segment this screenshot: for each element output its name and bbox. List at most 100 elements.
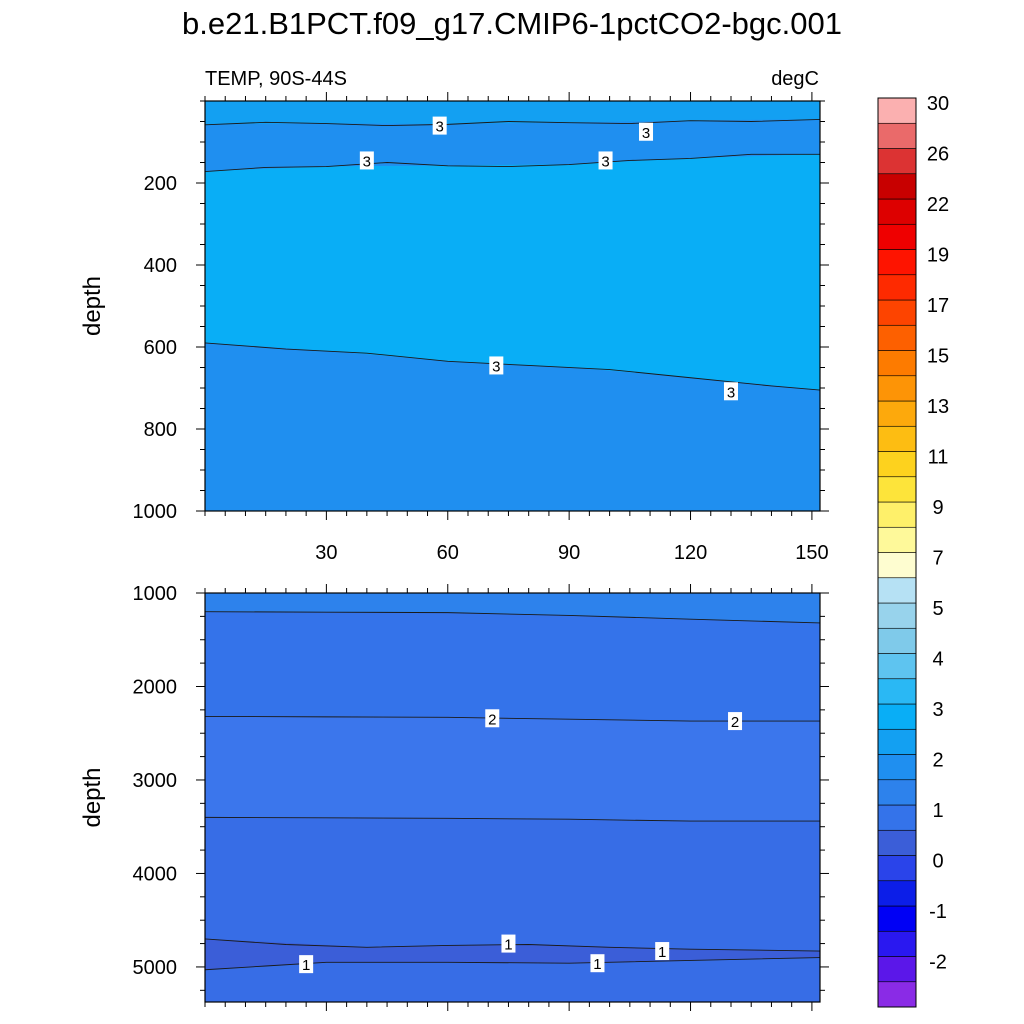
colorbar-swatch — [877, 400, 917, 427]
contour-label-box — [299, 955, 314, 974]
y-tick-label: 5000 — [133, 957, 178, 979]
contour-label-box — [728, 712, 743, 731]
colorbar-label: 9 — [932, 497, 943, 519]
colorbar-swatch — [877, 350, 917, 377]
colorbar-swatch — [877, 198, 917, 225]
y-tick-label: 400 — [144, 255, 177, 277]
colorbar-swatch — [877, 501, 917, 528]
contour-label: 2 — [488, 711, 496, 728]
colorbar-swatch — [877, 173, 917, 200]
colorbar-label: 19 — [927, 245, 949, 267]
colorbar-label: 7 — [932, 548, 943, 570]
panel-upper: 3 3 3 3 3 3 30 60 90 120 150 200 400 600 800 1000 depth T… — [79, 68, 829, 564]
contour-line — [205, 938, 820, 952]
contour-label: 2 — [731, 714, 739, 731]
colorbar-frame — [877, 97, 917, 1008]
colorbar-swatch — [877, 754, 917, 781]
contour-label-box — [639, 122, 654, 141]
y-axis-label: depth — [79, 276, 106, 336]
y-tick-label: 200 — [144, 173, 177, 195]
colorbar-swatch — [877, 425, 917, 452]
colorbar-label: -2 — [929, 952, 947, 974]
y-tick-label: 600 — [144, 337, 177, 359]
colorbar-swatch — [877, 148, 917, 175]
colorbar-label: 30 — [927, 93, 949, 115]
x-tick-label: 90 — [558, 542, 580, 564]
colorbar-swatch — [877, 829, 917, 856]
colorbar-swatch — [877, 375, 917, 402]
panel-lower: 2 2 1 1 1 1 1000 2000 3000 4000 5000 depth — [79, 583, 829, 1011]
colorbar: -2 -1 0 1 2 3 4 5 7 9 11 13 15 17 19 22 26 30 — [877, 93, 949, 1008]
colorbar-swatch — [877, 728, 917, 755]
colorbar-swatch — [877, 855, 917, 882]
colorbar-swatch — [877, 526, 917, 553]
plot-panels: 3 3 3 3 3 3 30 60 90 120 150 200 400 600 800 1000 depth T… — [79, 68, 829, 1011]
colorbar-swatch — [877, 249, 917, 276]
chart-title: b.e21.B1PCT.f09_g17.CMIP6-1pctCO2-bgc.00… — [182, 6, 842, 41]
contour-fill-region — [205, 716, 820, 822]
contour-fill-region — [205, 817, 820, 952]
panel-right-label: degC — [771, 68, 819, 90]
colorbar-swatch — [877, 703, 917, 730]
contour-line — [205, 957, 820, 971]
contour-line — [205, 816, 820, 822]
y-tick-label: 4000 — [133, 863, 178, 885]
contour-label: 3 — [363, 153, 371, 170]
colorbar-swatch — [877, 602, 917, 629]
colorbar-swatch — [877, 956, 917, 983]
colorbar-label: 3 — [932, 699, 943, 721]
colorbar-label: 2 — [932, 750, 943, 772]
panel-left-label: TEMP, 90S-44S — [205, 68, 347, 90]
colorbar-swatch — [877, 627, 917, 654]
colorbar-label: 4 — [932, 649, 943, 671]
colorbar-swatch — [877, 552, 917, 579]
contour-label-box — [723, 382, 738, 401]
colorbar-swatch — [877, 476, 917, 503]
contour-label: 3 — [601, 153, 609, 170]
colorbar-label: -1 — [929, 901, 947, 923]
colorbar-swatch — [877, 678, 917, 705]
y-tick-label: 2000 — [133, 676, 178, 698]
colorbar-swatch — [877, 299, 917, 326]
contour-label-box — [598, 151, 613, 170]
colorbar-swatch — [877, 223, 917, 250]
colorbar-label: 11 — [928, 447, 949, 469]
contour-label-box — [432, 116, 447, 135]
contour-label-box — [359, 151, 374, 170]
colorbar-swatch — [877, 905, 917, 932]
contour-line — [205, 611, 820, 624]
contour-label: 3 — [492, 358, 500, 375]
contour-label-box — [590, 954, 605, 973]
y-tick-label: 1000 — [133, 501, 178, 523]
colorbar-label: 26 — [927, 144, 949, 166]
x-tick-label: 150 — [795, 542, 828, 564]
y-axis-label: depth — [79, 767, 106, 827]
contour-label-box — [489, 356, 504, 375]
colorbar-swatch — [877, 930, 917, 957]
colorbar-swatch — [877, 653, 917, 680]
colorbar-swatch — [877, 981, 917, 1008]
y-tick-label: 800 — [144, 419, 177, 441]
contour-label-box — [485, 709, 500, 728]
y-tick-label: 1000 — [133, 583, 178, 605]
colorbar-label: 1 — [932, 800, 943, 822]
x-tick-label: 30 — [315, 542, 337, 564]
colorbar-label: 15 — [927, 346, 949, 368]
colorbar-swatch — [877, 880, 917, 907]
contour-label: 3 — [435, 119, 443, 136]
colorbar-swatch — [877, 804, 917, 831]
contour-fill-region — [205, 611, 820, 722]
contour-label: 3 — [727, 384, 735, 401]
contour-line — [205, 715, 820, 722]
contour-label-box — [655, 942, 670, 961]
colorbar-swatch — [877, 122, 917, 149]
y-tick-label: 3000 — [133, 770, 178, 792]
x-tick-label: 60 — [437, 542, 459, 564]
x-tick-label: 120 — [674, 542, 707, 564]
colorbar-label: 5 — [932, 598, 943, 620]
contour-label: 1 — [504, 937, 512, 954]
plot-area: 2 2 1 1 1 1 — [205, 593, 820, 1002]
contour-label: 1 — [658, 944, 666, 961]
contour-label: 1 — [593, 956, 601, 973]
